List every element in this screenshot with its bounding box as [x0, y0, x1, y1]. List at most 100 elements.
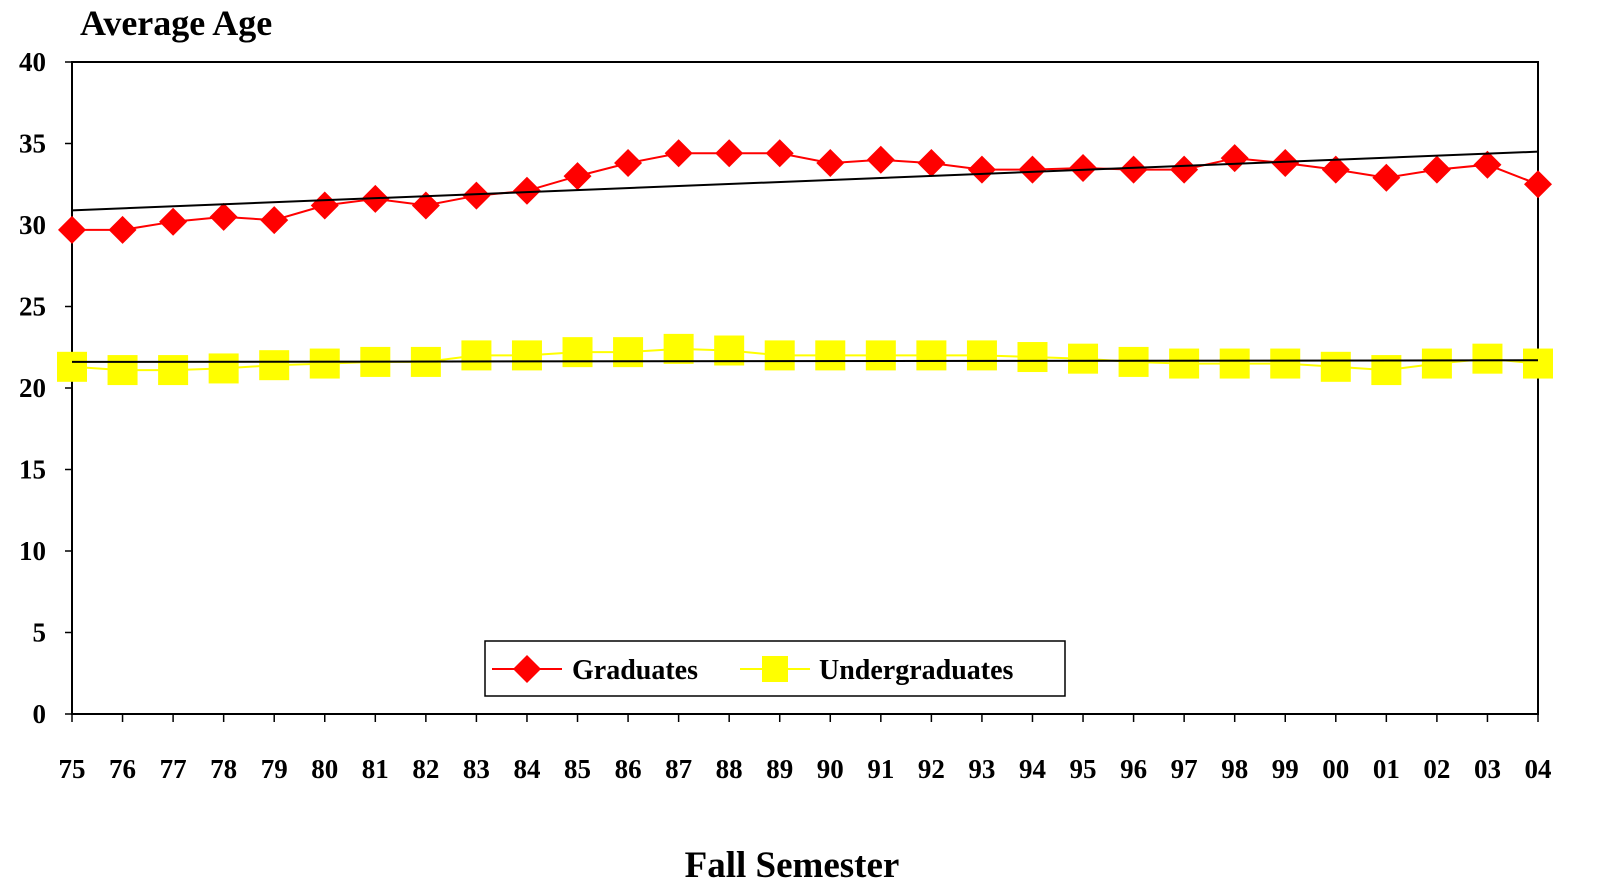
data-point-undergraduates [1169, 348, 1200, 379]
data-point-graduates [715, 139, 744, 168]
y-tick-label: 5 [33, 618, 47, 648]
x-tick-label: 78 [210, 754, 237, 784]
y-tick-label: 35 [19, 129, 46, 159]
data-point-graduates [411, 191, 440, 220]
data-point-graduates [260, 206, 289, 235]
data-point-undergraduates [1068, 343, 1099, 374]
y-tick-label: 40 [19, 47, 46, 77]
series-layer [57, 139, 1553, 386]
data-point-graduates [917, 149, 946, 178]
data-point-graduates [866, 145, 895, 174]
data-point-graduates [614, 149, 643, 178]
data-point-undergraduates [865, 340, 896, 371]
data-point-graduates [108, 215, 137, 244]
data-point-undergraduates [259, 350, 290, 381]
x-tick-label: 02 [1423, 754, 1450, 784]
x-tick-label: 90 [817, 754, 844, 784]
data-point-undergraduates [966, 340, 997, 371]
data-point-undergraduates [1320, 351, 1351, 382]
x-tick-label: 81 [362, 754, 389, 784]
x-tick-label: 95 [1070, 754, 1097, 784]
data-point-undergraduates [1219, 348, 1250, 379]
data-point-undergraduates [107, 355, 138, 386]
y-tick-label: 0 [33, 699, 47, 729]
data-point-undergraduates [764, 340, 795, 371]
data-point-undergraduates [663, 333, 694, 364]
x-tick-label: 97 [1171, 754, 1198, 784]
x-tick-label: 88 [716, 754, 743, 784]
trendline-graduates [71, 150, 1539, 212]
data-point-undergraduates [562, 337, 593, 368]
data-point-undergraduates [815, 340, 846, 371]
legend-label-graduates: Graduates [572, 655, 698, 686]
x-axis-title: Fall Semester [685, 845, 900, 885]
data-point-graduates [1170, 155, 1199, 184]
x-tick-label: 86 [615, 754, 642, 784]
data-point-graduates [1372, 163, 1401, 192]
data-point-graduates [1321, 155, 1350, 184]
x-tick-label: 84 [513, 754, 540, 784]
plot-area [71, 61, 1539, 715]
data-point-undergraduates [1421, 348, 1452, 379]
x-tick-label: 94 [1019, 754, 1046, 784]
x-tick-label: 03 [1474, 754, 1501, 784]
x-tick-label: 04 [1525, 754, 1552, 784]
x-tick-label: 91 [867, 754, 894, 784]
x-tick-label: 85 [564, 754, 591, 784]
data-point-graduates [1422, 155, 1451, 184]
data-point-graduates [816, 149, 845, 178]
y-axis-title: Average Age [80, 3, 272, 43]
data-point-graduates [967, 155, 996, 184]
data-point-graduates [1473, 150, 1502, 179]
data-point-graduates [462, 181, 491, 210]
data-point-undergraduates [511, 340, 542, 371]
data-point-graduates [310, 191, 339, 220]
x-tick-label: 98 [1221, 754, 1248, 784]
data-point-graduates [765, 139, 794, 168]
x-tick-label: 79 [261, 754, 288, 784]
x-tick-label: 76 [109, 754, 136, 784]
x-tick-label: 00 [1322, 754, 1349, 784]
data-point-graduates [1119, 155, 1148, 184]
data-point-undergraduates [1017, 342, 1048, 373]
data-point-graduates [58, 215, 86, 244]
data-point-graduates [1220, 144, 1249, 173]
trendline-undergraduates [71, 359, 1539, 363]
x-tick-label: 92 [918, 754, 945, 784]
x-tick-label: 01 [1373, 754, 1400, 784]
data-point-undergraduates [158, 355, 189, 386]
x-tick-label: 80 [311, 754, 338, 784]
data-point-undergraduates [309, 348, 340, 379]
legend-swatch-marker-undergraduates [762, 656, 788, 682]
data-point-undergraduates [613, 337, 644, 368]
y-tick-label: 30 [19, 210, 46, 240]
y-tick-label: 10 [19, 536, 46, 566]
data-point-undergraduates [1523, 348, 1553, 379]
x-axis: 75 76 77 78 79 80 81 82 83 84 85 86 87 88 89 90 91 92 93 94… [59, 714, 1552, 784]
data-point-graduates [1069, 153, 1098, 182]
x-tick-label: 83 [463, 754, 490, 784]
data-point-undergraduates [916, 340, 947, 371]
data-point-undergraduates [1270, 348, 1301, 379]
legend-label-undergraduates: Undergraduates [819, 655, 1014, 686]
x-tick-label: 96 [1120, 754, 1147, 784]
legend: Graduates Undergraduates [484, 640, 1066, 697]
legend-swatch-marker-graduates [513, 655, 541, 683]
data-point-graduates [209, 202, 238, 231]
data-point-graduates [512, 176, 541, 205]
legend-box [484, 640, 1066, 697]
data-point-graduates [1271, 149, 1300, 178]
x-tick-label: 93 [968, 754, 995, 784]
data-point-graduates [1018, 155, 1047, 184]
data-point-undergraduates [461, 340, 492, 371]
data-point-graduates [563, 162, 592, 191]
data-point-graduates [664, 139, 693, 168]
y-tick-label: 15 [19, 455, 46, 485]
data-point-undergraduates [208, 353, 239, 384]
y-tick-label: 20 [19, 373, 46, 403]
y-axis: 0 5 10 15 20 25 30 35 40 [19, 47, 72, 729]
data-point-undergraduates [1118, 346, 1149, 377]
x-tick-label: 89 [766, 754, 793, 784]
data-point-graduates [159, 207, 188, 236]
